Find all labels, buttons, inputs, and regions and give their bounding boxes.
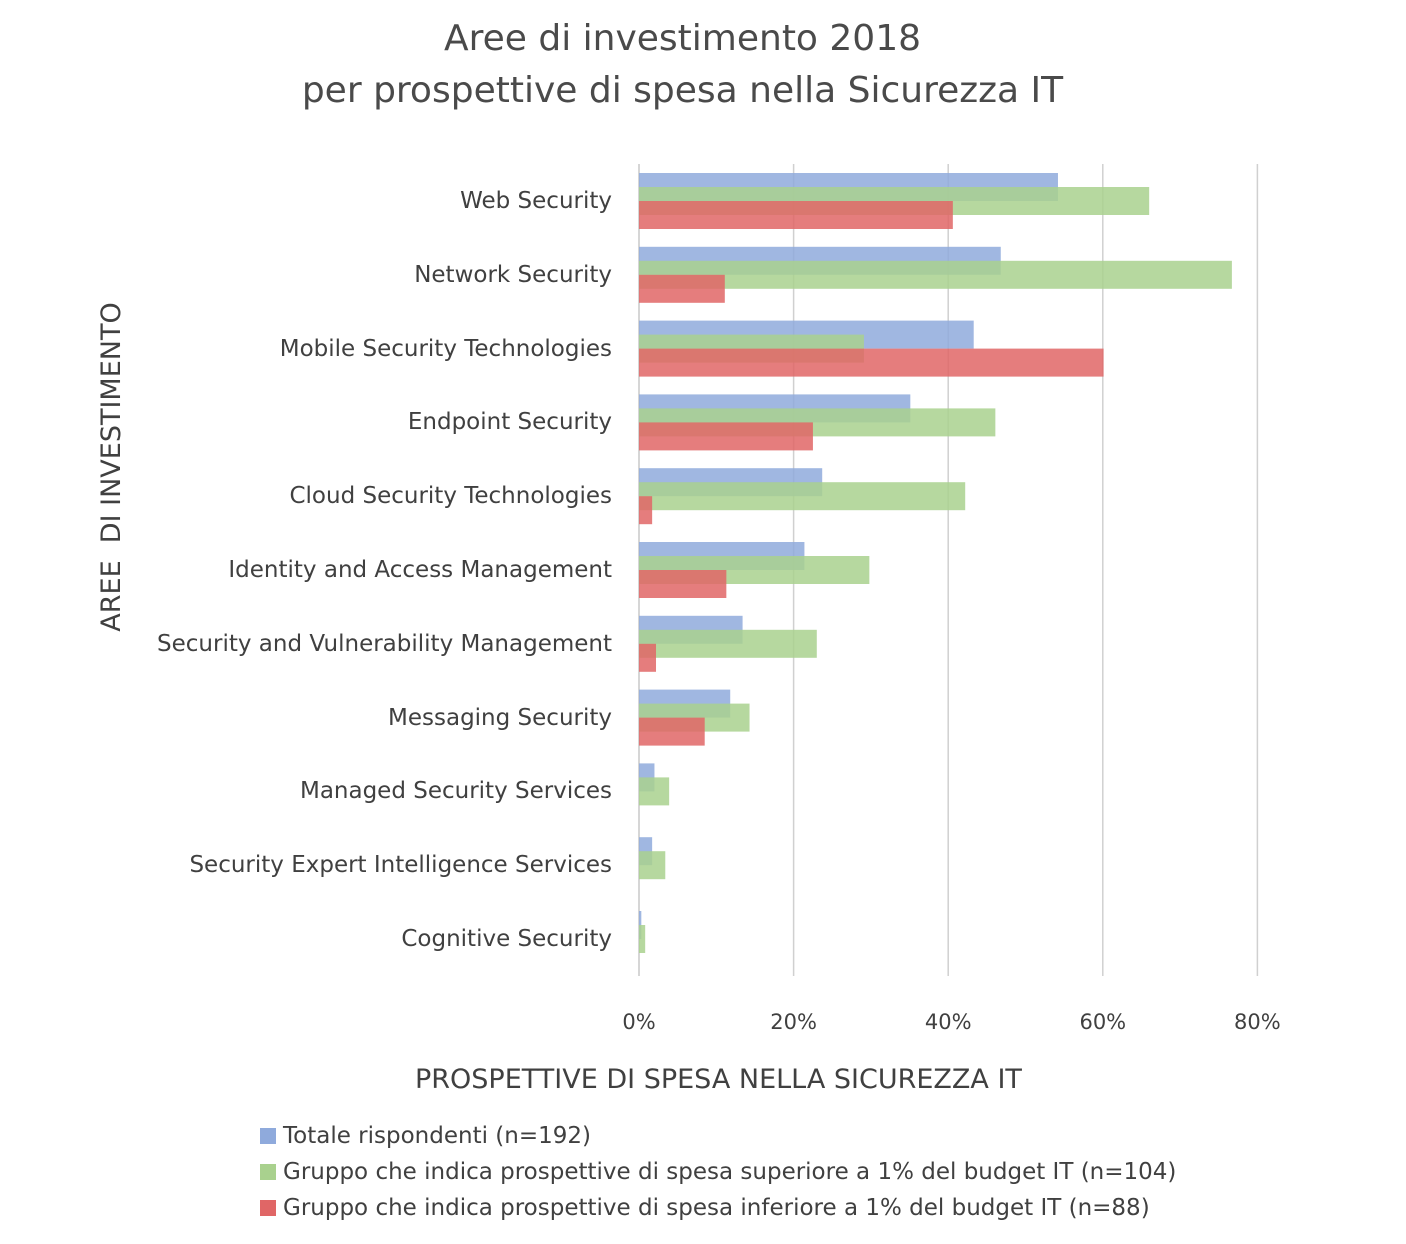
- bar-superiore-8: [639, 777, 670, 806]
- bar-inferiore-7: [639, 717, 705, 746]
- legend-swatch-superiore: [260, 1164, 276, 1180]
- category-label-4: Cloud Security Technologies: [289, 483, 612, 510]
- legend-swatch-inferiore: [260, 1200, 276, 1216]
- legend-swatch-totale: [260, 1128, 276, 1144]
- x-axis-label: PROSPETTIVE DI SPESA NELLA SICUREZZA IT: [415, 1064, 1022, 1095]
- bar-superiore-10: [639, 925, 646, 953]
- category-label-6: Security and Vulnerability Management: [157, 630, 612, 657]
- bar-inferiore-6: [639, 643, 657, 672]
- bar-inferiore-4: [639, 496, 653, 525]
- x-tick-label-40pct: 40%: [924, 1010, 972, 1034]
- legend-item-totale: Totale rispondenti (n=192): [260, 1118, 1176, 1154]
- bar-superiore-6: [639, 629, 817, 658]
- bar-inferiore-2: [639, 348, 1104, 377]
- x-tick-label-0pct: 0%: [622, 1010, 656, 1034]
- category-label-2: Mobile Security Technologies: [279, 335, 612, 362]
- bar-superiore-1: [639, 260, 1232, 289]
- x-tick-label-60pct: 60%: [1079, 1010, 1127, 1034]
- category-label-7: Messaging Security: [388, 704, 612, 731]
- chart-title-line-2: per prospettive di spesa nella Sicurezza…: [301, 70, 1064, 111]
- bar-inferiore-0: [639, 201, 953, 229]
- category-label-3: Endpoint Security: [407, 409, 612, 436]
- legend-label-totale: Totale rispondenti (n=192): [283, 1123, 591, 1149]
- legend-item-inferiore: Gruppo che indica prospettive di spesa i…: [260, 1190, 1176, 1226]
- legend-label-inferiore: Gruppo che indica prospettive di spesa i…: [283, 1195, 1150, 1221]
- legend: Totale rispondenti (n=192) Gruppo che in…: [260, 1118, 1176, 1226]
- legend-item-superiore: Gruppo che indica prospettive di spesa s…: [260, 1154, 1176, 1190]
- bar-superiore-9: [639, 851, 666, 880]
- category-label-8: Managed Security Services: [299, 778, 612, 805]
- category-label-10: Cognitive Security: [401, 926, 612, 952]
- bar-inferiore-1: [639, 274, 725, 303]
- bar-superiore-4: [639, 482, 966, 511]
- category-label-5: Identity and Access Management: [228, 557, 612, 583]
- x-tick-label-20pct: 20%: [770, 1010, 817, 1034]
- category-label-1: Network Security: [414, 261, 612, 288]
- legend-label-superiore: Gruppo che indica prospettive di spesa s…: [283, 1159, 1177, 1185]
- x-tick-label-80pct: 80%: [1234, 1010, 1281, 1034]
- category-label-0: Web Security: [460, 188, 612, 214]
- bar-inferiore-5: [639, 570, 727, 598]
- y-axis-label: AREE DI INVESTIMENTO: [96, 302, 127, 632]
- bar-inferiore-3: [639, 422, 813, 451]
- chart-title-line-1: Aree di investimento 2018: [443, 18, 922, 59]
- category-label-9: Security Expert Intelligence Services: [189, 852, 612, 879]
